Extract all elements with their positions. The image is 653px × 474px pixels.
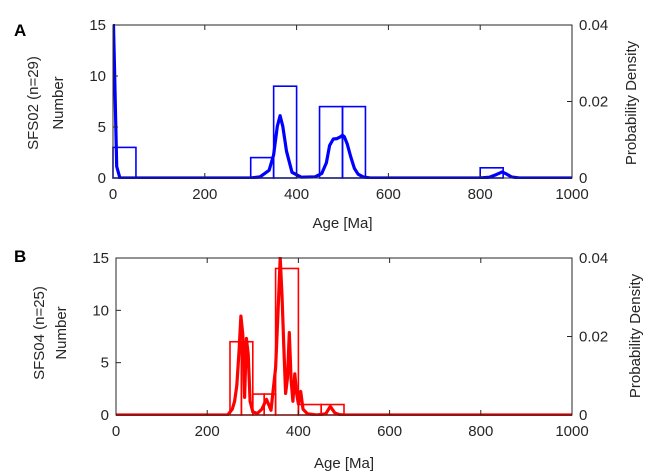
y-axis-label: SFS02 (n=29): [25, 56, 42, 150]
y-tick-label: 5: [101, 355, 109, 372]
y-axis-label-line2: Number: [50, 76, 67, 129]
x-tick-label: 800: [468, 423, 493, 440]
panel-letter: B: [14, 247, 26, 266]
x-tick-label: 1000: [555, 423, 588, 440]
y-tick-label: 10: [89, 68, 106, 85]
x-tick-label: 400: [284, 186, 309, 203]
plot-area: [116, 258, 572, 415]
x-tick-label: 200: [192, 186, 217, 203]
x-tick-label: 800: [468, 186, 493, 203]
x-tick-label: 0: [109, 186, 117, 203]
x-tick-label: 600: [376, 186, 401, 203]
x-tick-label: 400: [286, 423, 311, 440]
density-curve: [116, 257, 572, 416]
y-tick-label: 0: [98, 170, 106, 187]
y-tick-label: 10: [92, 302, 109, 319]
y-right-axis-label: Probability Density: [627, 273, 644, 398]
y-right-tick-label: 0.04: [579, 17, 608, 34]
x-tick-label: 0: [112, 423, 120, 440]
x-tick-label: 200: [195, 423, 220, 440]
y-right-axis-label: Probability Density: [623, 40, 640, 165]
panel-letter: A: [14, 21, 26, 40]
x-axis-label: Age [Ma]: [312, 215, 372, 232]
y-right-tick-label: 0.02: [579, 94, 608, 111]
y-right-tick-label: 0: [579, 407, 587, 424]
x-tick-label: 1000: [555, 186, 588, 203]
y-axis-label-line2: Number: [53, 306, 70, 359]
y-right-tick-label: 0: [579, 170, 587, 187]
x-tick-label: 600: [377, 423, 402, 440]
y-tick-label: 15: [92, 250, 109, 267]
y-tick-label: 0: [101, 407, 109, 424]
y-tick-label: 5: [98, 119, 106, 136]
density-curve: [113, 24, 572, 179]
y-tick-label: 15: [89, 17, 106, 34]
y-right-tick-label: 0.02: [579, 329, 608, 346]
y-axis-label: SFS04 (n=25): [31, 286, 48, 380]
x-axis-label: Age [Ma]: [314, 455, 374, 472]
y-right-tick-label: 0.04: [579, 250, 608, 267]
